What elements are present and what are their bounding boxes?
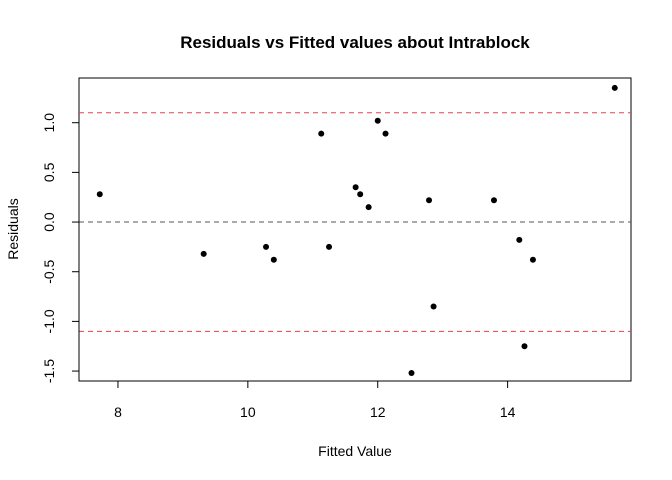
data-point — [263, 243, 270, 250]
y-tick-label: -1.5 — [41, 359, 57, 383]
y-tick-label: 0.5 — [41, 162, 57, 182]
x-tick-label: 8 — [114, 404, 122, 420]
data-point — [516, 236, 523, 243]
data-point — [357, 191, 364, 198]
data-point — [374, 117, 381, 124]
data-point — [365, 204, 372, 211]
y-tick-label: 0.0 — [41, 212, 57, 232]
chart-title: Residuals vs Fitted values about Intrabl… — [180, 33, 530, 52]
plot-frame — [78, 77, 632, 382]
data-point — [521, 343, 528, 350]
y-axis-label: Residuals — [5, 198, 21, 259]
data-point — [270, 256, 277, 263]
data-point — [326, 243, 333, 250]
data-point — [426, 197, 433, 204]
data-point — [529, 256, 536, 263]
y-tick-label: -1.0 — [41, 309, 57, 333]
data-point — [430, 303, 437, 310]
data-point — [382, 130, 389, 137]
x-axis-label: Fitted Value — [318, 443, 392, 459]
x-axis: 8 10 12 14 — [114, 380, 516, 420]
y-axis: -1.5 -1.0 -0.5 0.0 0.5 1.0 — [41, 113, 80, 383]
data-point — [490, 197, 497, 204]
data-point — [318, 130, 325, 137]
data-points — [96, 84, 618, 377]
reference-lines — [79, 112, 631, 332]
data-point — [200, 250, 207, 257]
data-point — [352, 184, 359, 191]
x-tick-label: 12 — [370, 404, 386, 420]
y-tick-label: 1.0 — [41, 113, 57, 133]
data-point — [96, 191, 103, 198]
y-tick-label: -0.5 — [41, 259, 57, 283]
x-tick-label: 10 — [240, 404, 256, 420]
x-tick-label: 14 — [500, 404, 516, 420]
data-point — [408, 370, 415, 377]
data-point — [611, 84, 618, 91]
